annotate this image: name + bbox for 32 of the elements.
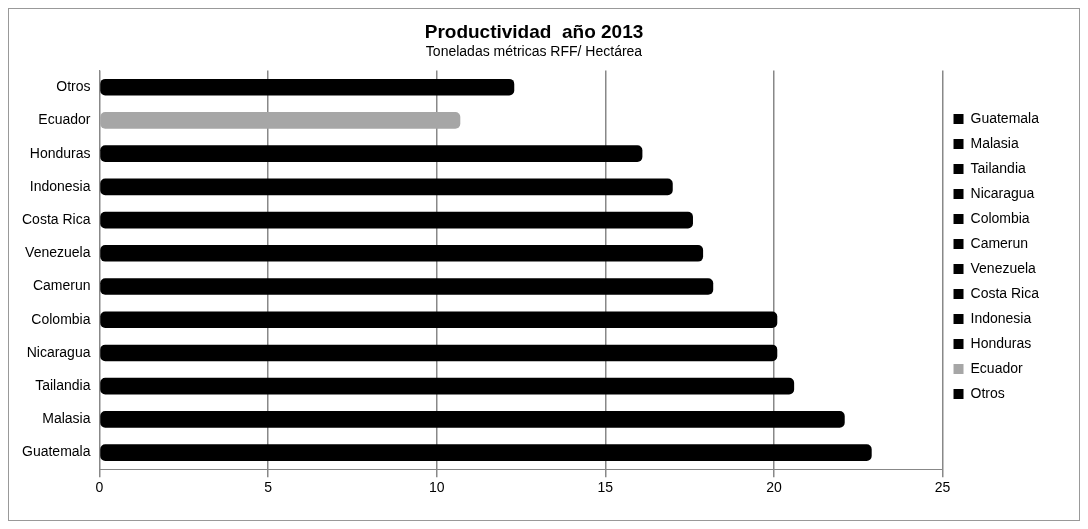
legend-label: Guatemala [970,109,1040,126]
y-tick-label: Colombia [31,310,91,327]
legend-label: Otros [970,384,1005,401]
y-tick-label: Indonesia [29,177,91,194]
legend-label: Nicaragua [970,184,1035,201]
chart-title: Productividad año 2013 [424,20,644,42]
x-tick-label: 10 [428,479,445,496]
legend-label: Honduras [970,334,1032,351]
legend-label: Tailandia [970,159,1026,176]
y-tick-label: Otros [56,78,91,95]
y-tick-label: Ecuador [38,111,91,128]
legend-label: Venezuela [970,259,1037,276]
y-tick-label: Venezuela [25,244,91,261]
y-tick-label: Tailandia [35,377,91,394]
x-tick-label: 0 [95,479,104,496]
legend-label: Costa Rica [970,284,1040,301]
y-tick-label: Guatemala [22,443,91,460]
x-tick-label: 20 [766,479,782,496]
y-tick-label: Costa Rica [22,210,91,227]
legend-label: Ecuador [970,359,1023,376]
y-tick-label: Camerun [32,277,91,294]
legend-label: Camerun [970,234,1029,251]
x-tick-label: 25 [934,479,951,496]
x-tick-label: 15 [597,479,614,496]
chart-subtitle: Toneladas métricas RFF/ Hectárea [425,43,643,60]
x-tick-label: 5 [264,479,273,496]
legend-label: Indonesia [970,309,1032,326]
legend-label: Colombia [970,209,1030,226]
legend-label: Malasia [970,134,1019,151]
y-tick-label: Honduras [29,144,91,161]
y-tick-label: Malasia [42,410,91,427]
y-tick-label: Nicaragua [26,343,91,360]
